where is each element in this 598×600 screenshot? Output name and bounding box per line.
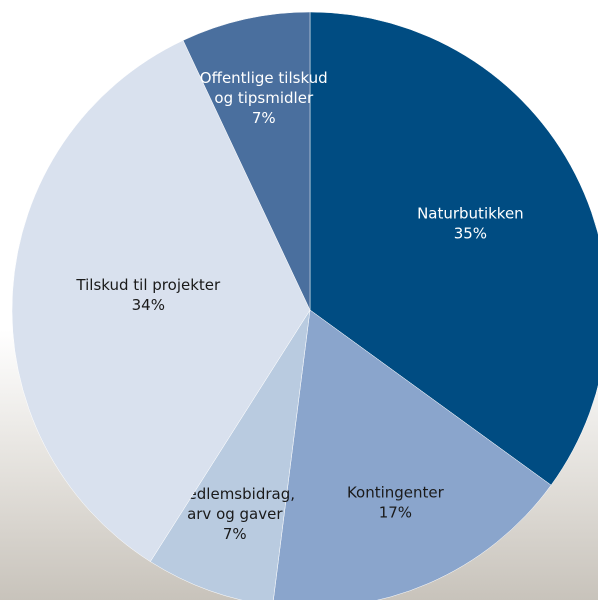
label-line: Kontingenter bbox=[347, 483, 445, 501]
slice-label: Offentlige tilskud og tipsmidler bbox=[200, 69, 328, 107]
slice-value: 17% bbox=[379, 503, 412, 521]
slice-value: 7% bbox=[252, 109, 276, 127]
pie-slice bbox=[149, 309, 311, 600]
label-line: Tilskud til projekter bbox=[75, 276, 221, 294]
slice-label: Kontingenter bbox=[347, 483, 445, 501]
label-line: arv og gaver bbox=[187, 505, 283, 523]
pie-slice bbox=[309, 11, 598, 486]
slice-label: Medlemsbidrag, arv og gaver bbox=[175, 485, 295, 523]
slice-label: Tilskud til projekter bbox=[75, 276, 221, 294]
pie-slice bbox=[273, 309, 552, 600]
pie-slice bbox=[182, 11, 311, 311]
label-line: Naturbutikken bbox=[417, 204, 524, 222]
slice-value: 34% bbox=[132, 296, 165, 314]
label-line: Medlemsbidrag, bbox=[175, 485, 295, 503]
pie-slice bbox=[11, 40, 311, 562]
slice-value: 35% bbox=[454, 224, 487, 242]
slice-value: 7% bbox=[223, 525, 247, 543]
label-line: og tipsmidler bbox=[214, 89, 314, 107]
slice-label: Naturbutikken bbox=[417, 204, 524, 222]
label-line: Offentlige tilskud bbox=[200, 69, 328, 87]
